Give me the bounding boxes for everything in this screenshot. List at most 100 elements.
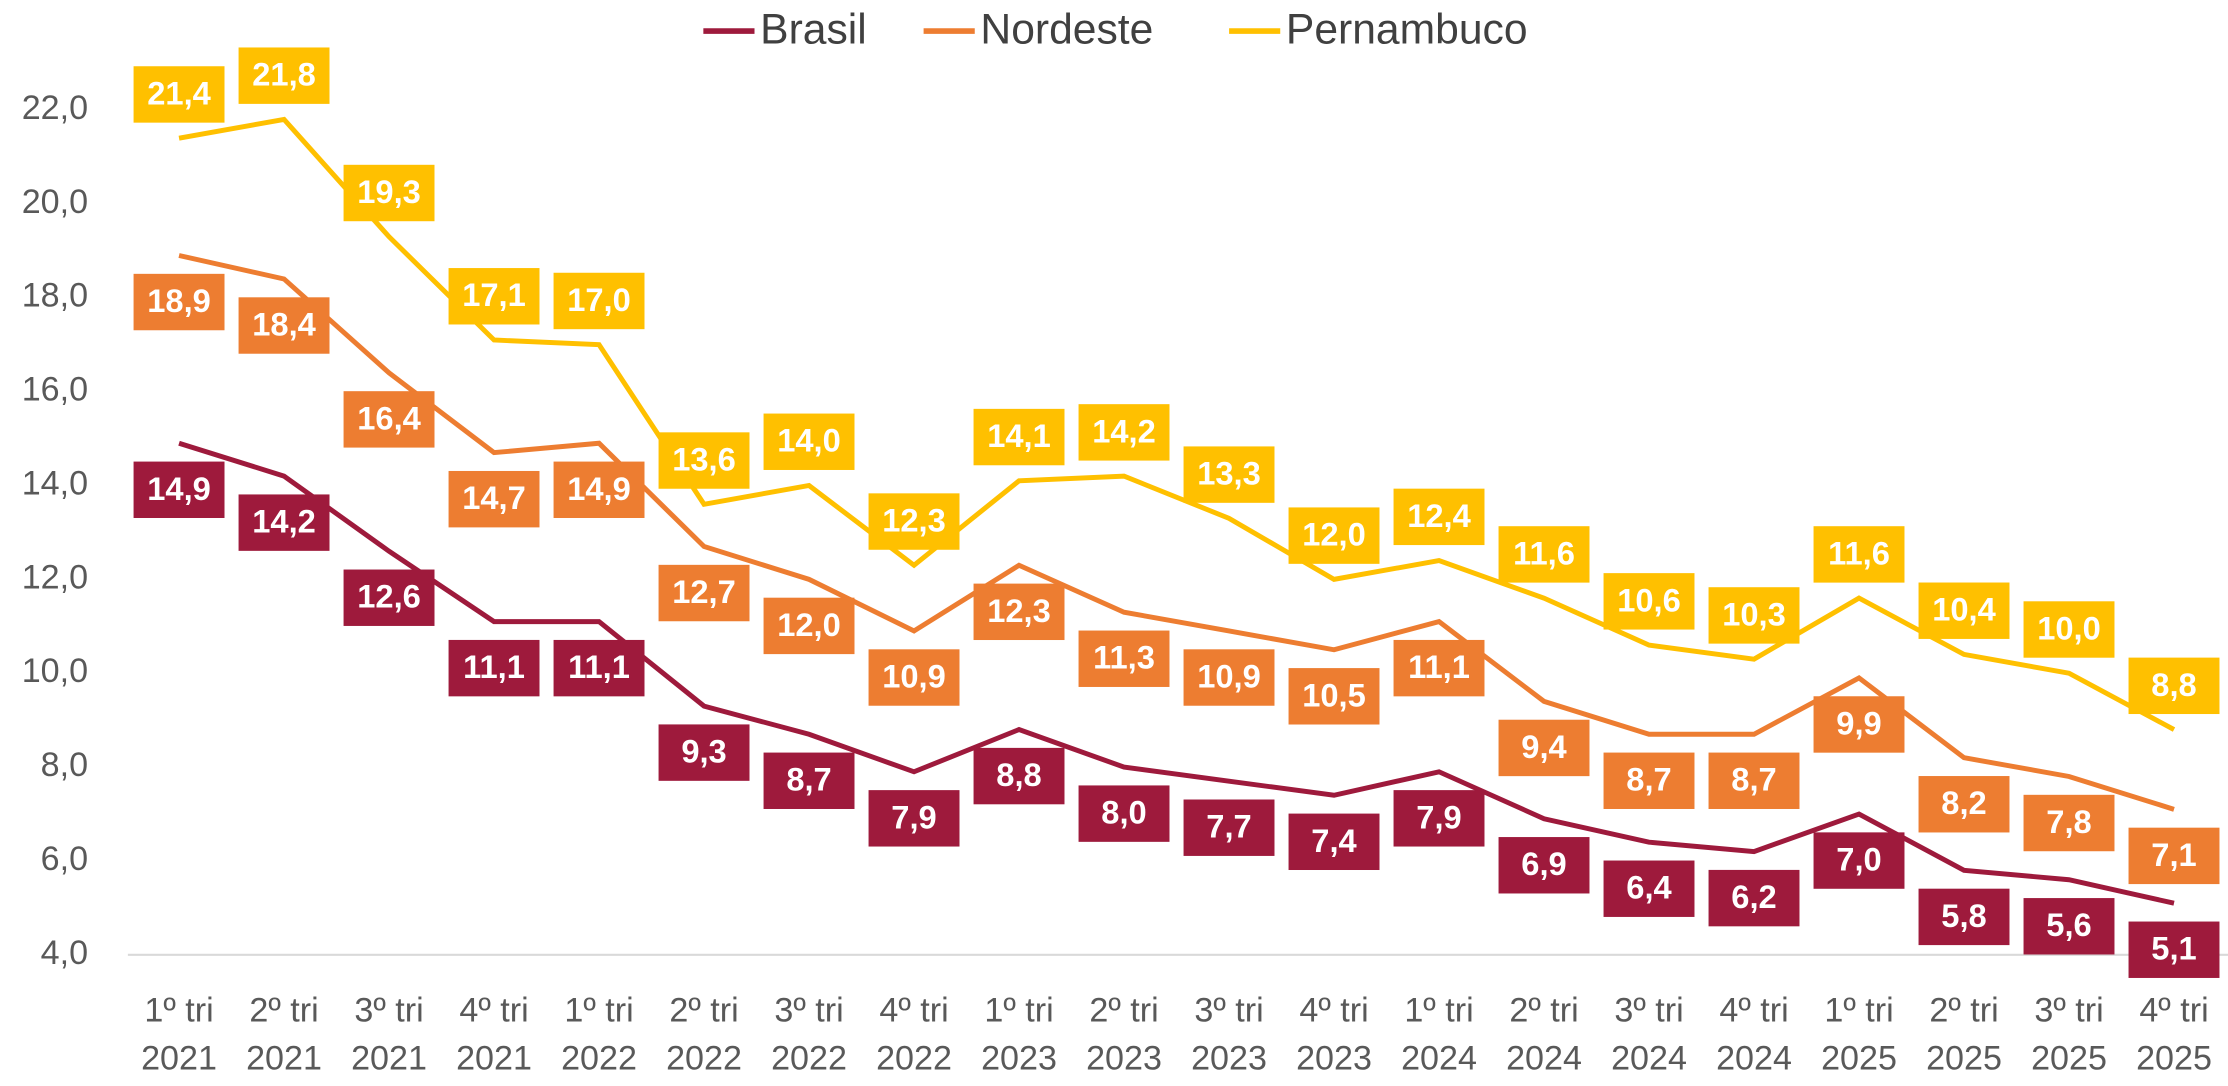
data-label-text: 14,9 bbox=[567, 471, 631, 507]
data-label: 18,9 bbox=[133, 273, 225, 331]
x-tick-label: 4º tri 2021 bbox=[456, 992, 532, 1078]
x-tick-line: 2º tri bbox=[1929, 992, 1998, 1030]
data-label-box bbox=[658, 432, 750, 489]
data-label-text: 6,9 bbox=[1521, 846, 1566, 882]
y-tick-label: 14,0 bbox=[22, 465, 88, 503]
data-label-box bbox=[133, 461, 225, 518]
legend-label: Nordeste bbox=[980, 6, 1153, 53]
x-tick-line: 3º tri bbox=[774, 992, 843, 1030]
data-label-text: 12,0 bbox=[1302, 517, 1366, 553]
data-label-box bbox=[238, 297, 330, 354]
x-tick-label: 2º tri 2022 bbox=[666, 992, 742, 1078]
data-label-text: 12,0 bbox=[777, 607, 841, 643]
data-label: 5,6 bbox=[2023, 898, 2115, 955]
data-label-text: 6,2 bbox=[1731, 879, 1776, 915]
x-tick-line: 4º tri bbox=[459, 992, 528, 1030]
x-tick-line: 1º tri bbox=[144, 992, 213, 1030]
x-tick-label: 1º tri 2025 bbox=[1821, 992, 1897, 1078]
data-label-box bbox=[1078, 785, 1170, 842]
data-label-text: 14,2 bbox=[252, 504, 316, 540]
x-tick-line: 4º tri bbox=[2139, 992, 2208, 1030]
x-tick-line: 3º tri bbox=[354, 992, 423, 1030]
data-label: 9,9 bbox=[1813, 696, 1905, 753]
data-label-text: 19,3 bbox=[357, 174, 421, 210]
data-label-box bbox=[448, 639, 540, 697]
data-label: 7,0 bbox=[1813, 832, 1905, 889]
legend-label: Pernambuco bbox=[1286, 6, 1528, 53]
x-tick-line: 2º tri bbox=[669, 992, 738, 1030]
data-label-text: 11,1 bbox=[568, 649, 630, 685]
x-tick-line: 2021 bbox=[246, 1040, 322, 1078]
data-label: 8,7 bbox=[1708, 752, 1800, 809]
x-tick-label: 3º tri 2024 bbox=[1611, 992, 1687, 1078]
data-label: 17,1 bbox=[448, 268, 540, 325]
data-label: 9,3 bbox=[658, 724, 750, 781]
x-tick-label: 2º tri 2021 bbox=[246, 992, 322, 1078]
data-label: 12,4 bbox=[1393, 488, 1485, 546]
y-tick-label: 16,0 bbox=[22, 371, 88, 409]
data-label: 8,8 bbox=[2128, 657, 2220, 715]
data-label-box bbox=[553, 272, 645, 330]
x-tick-label: 4º tri 2023 bbox=[1296, 992, 1372, 1078]
x-tick-line: 3º tri bbox=[2034, 992, 2103, 1030]
data-label-text: 12,3 bbox=[882, 503, 946, 539]
data-label: 6,2 bbox=[1708, 869, 1800, 927]
data-label-text: 10,0 bbox=[2037, 611, 2101, 647]
data-label-box bbox=[448, 268, 540, 325]
x-tick-line: 3º tri bbox=[1614, 992, 1683, 1030]
x-tick-label: 2º tri 2024 bbox=[1506, 992, 1582, 1078]
data-label-box bbox=[1813, 696, 1905, 753]
data-label-box bbox=[1708, 587, 1800, 644]
data-label-box bbox=[1603, 860, 1695, 917]
data-label-text: 18,4 bbox=[252, 307, 316, 343]
data-label-box bbox=[868, 790, 960, 847]
data-label-text: 14,7 bbox=[462, 480, 526, 516]
data-label-text: 11,1 bbox=[1408, 649, 1470, 685]
x-tick-label: 4º tri 2024 bbox=[1716, 992, 1792, 1078]
data-label-box bbox=[1918, 776, 2010, 833]
data-label: 14,0 bbox=[763, 413, 855, 470]
data-label-text: 8,0 bbox=[1101, 795, 1146, 831]
data-label-box bbox=[553, 461, 645, 518]
y-tick-label: 6,0 bbox=[41, 840, 88, 878]
data-label-box bbox=[973, 747, 1065, 805]
x-tick-label: 1º tri 2023 bbox=[981, 992, 1057, 1078]
data-label-text: 8,7 bbox=[1731, 762, 1776, 798]
data-label: 8,8 bbox=[973, 747, 1065, 805]
x-tick-label: 1º tri 2022 bbox=[561, 992, 637, 1078]
data-label: 6,9 bbox=[1498, 837, 1590, 894]
data-label-box bbox=[1078, 630, 1170, 687]
x-tick-line: 2024 bbox=[1716, 1040, 1792, 1078]
data-label-text: 7,9 bbox=[1416, 799, 1461, 835]
x-tick-line: 2022 bbox=[771, 1040, 847, 1078]
data-label: 8,0 bbox=[1078, 785, 1170, 842]
data-label-text: 7,0 bbox=[1836, 842, 1881, 878]
y-tick-label: 10,0 bbox=[22, 652, 88, 690]
data-label-box bbox=[343, 391, 435, 448]
data-label-box bbox=[763, 752, 855, 809]
x-tick-label: 4º tri 2025 bbox=[2136, 992, 2212, 1078]
data-label-box bbox=[2128, 827, 2220, 885]
data-label: 14,1 bbox=[973, 408, 1065, 466]
data-label-box bbox=[2023, 601, 2115, 658]
x-tick-line: 2025 bbox=[1926, 1040, 2002, 1078]
data-label: 10,4 bbox=[1918, 582, 2010, 639]
x-tick-line: 1º tri bbox=[564, 992, 633, 1030]
data-label-text: 16,4 bbox=[357, 400, 421, 436]
data-label-box bbox=[763, 413, 855, 470]
x-tick-label: 3º tri 2021 bbox=[351, 992, 427, 1078]
data-label: 12,6 bbox=[343, 569, 435, 626]
x-tick-line: 2021 bbox=[456, 1040, 532, 1078]
data-label: 11,1 bbox=[1393, 639, 1485, 697]
data-label-box bbox=[2128, 657, 2220, 715]
x-tick-line: 4º tri bbox=[1299, 992, 1368, 1030]
x-tick-label: 3º tri 2025 bbox=[2031, 992, 2107, 1078]
data-label-box bbox=[658, 724, 750, 781]
data-label-text: 5,6 bbox=[2046, 907, 2091, 943]
data-label-box bbox=[1393, 488, 1485, 546]
data-label-text: 14,9 bbox=[147, 471, 211, 507]
x-tick-label: 2º tri 2025 bbox=[1926, 992, 2002, 1078]
data-label-text: 14,2 bbox=[1092, 413, 1156, 449]
data-label: 12,0 bbox=[763, 597, 855, 655]
